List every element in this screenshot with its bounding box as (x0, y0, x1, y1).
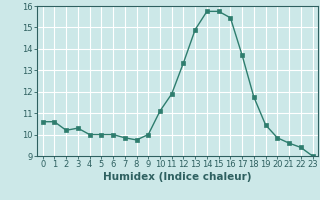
X-axis label: Humidex (Indice chaleur): Humidex (Indice chaleur) (103, 172, 252, 182)
